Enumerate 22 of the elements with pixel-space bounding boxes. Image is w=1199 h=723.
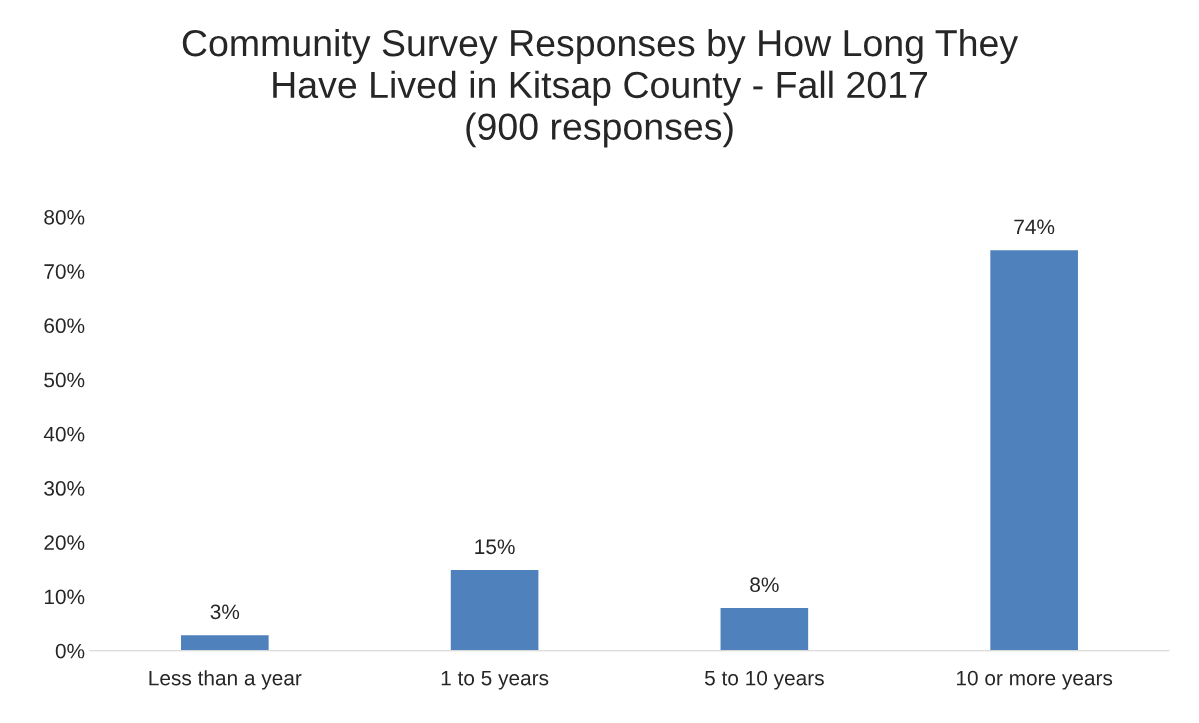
chart-title: Community Survey Responses by How Long They Have Lived in Kitsap County - Fall 2017 (900 responses)	[182, 28, 1019, 148]
data-label: 3%	[210, 604, 240, 620]
x-tick-label: 5 to 10 years	[704, 670, 824, 690]
y-tick-label: 0%	[55, 643, 85, 659]
y-tick-label: 20%	[44, 535, 85, 550]
x-tick-label: 10 or more years	[957, 670, 1113, 690]
y-tick-label: 50%	[44, 372, 85, 388]
data-label: 15%	[475, 539, 515, 555]
y-tick-label: 40%	[43, 426, 85, 442]
y-tick-label: 30%	[44, 481, 85, 496]
bar	[988, 248, 1080, 651]
y-tick-label: 10%	[44, 589, 85, 605]
data-label: 74%	[1014, 219, 1055, 235]
bar	[719, 606, 810, 651]
data-label: 8%	[750, 577, 779, 593]
x-tick-label: Less than a year	[149, 670, 302, 690]
y-tick-label: 80%	[44, 209, 85, 225]
bar	[179, 633, 271, 651]
y-tick-label: 60%	[44, 318, 85, 334]
x-tick-label: 1 to 5 years	[441, 670, 549, 690]
bar	[449, 568, 540, 651]
y-tick-label: 70%	[44, 264, 85, 279]
